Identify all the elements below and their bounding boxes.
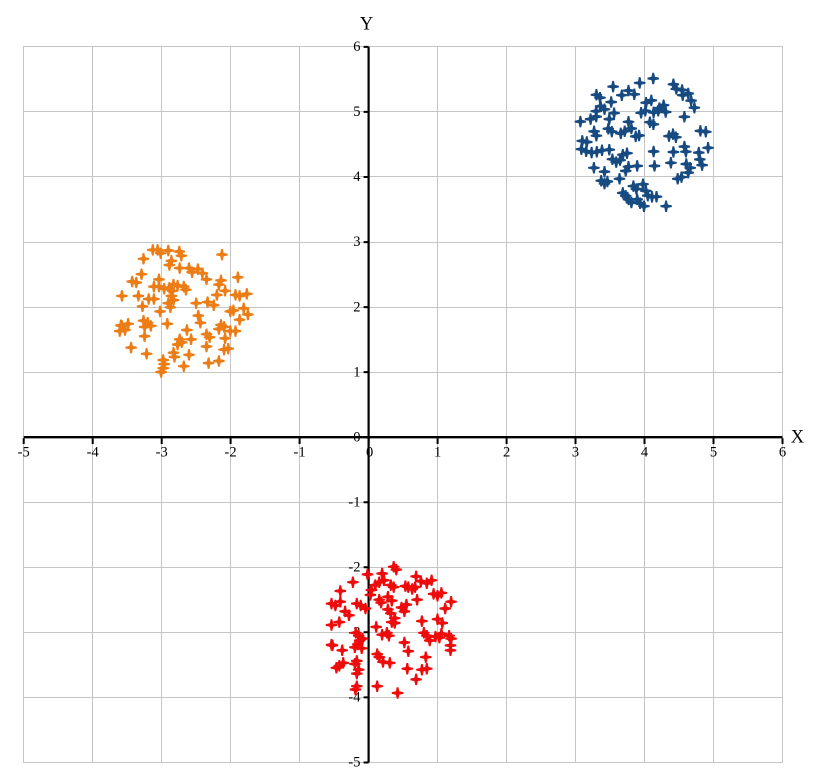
svg-text:4: 4 xyxy=(641,445,649,461)
svg-text:3: 3 xyxy=(353,234,360,250)
svg-text:1: 1 xyxy=(353,364,360,380)
svg-text:-4: -4 xyxy=(348,690,361,706)
svg-text:2: 2 xyxy=(503,445,510,461)
svg-text:5: 5 xyxy=(353,104,360,120)
svg-text:6: 6 xyxy=(353,39,360,55)
svg-text:Y: Y xyxy=(360,15,373,35)
svg-text:-1: -1 xyxy=(348,494,360,510)
svg-text:-5: -5 xyxy=(18,445,30,461)
svg-text:-2: -2 xyxy=(225,445,237,461)
svg-text:6: 6 xyxy=(779,445,786,461)
svg-text:3: 3 xyxy=(572,445,579,461)
svg-text:-4: -4 xyxy=(87,445,100,461)
svg-text:5: 5 xyxy=(710,445,717,461)
svg-text:0: 0 xyxy=(353,429,360,445)
svg-text:-3: -3 xyxy=(156,445,168,461)
svg-text:2: 2 xyxy=(353,299,360,315)
svg-text:0: 0 xyxy=(366,445,373,461)
svg-text:-1: -1 xyxy=(294,445,306,461)
svg-text:X: X xyxy=(791,427,805,447)
svg-text:4: 4 xyxy=(353,169,361,185)
svg-text:1: 1 xyxy=(434,445,441,461)
svg-text:-2: -2 xyxy=(348,560,360,576)
svg-text:-5: -5 xyxy=(348,755,360,771)
